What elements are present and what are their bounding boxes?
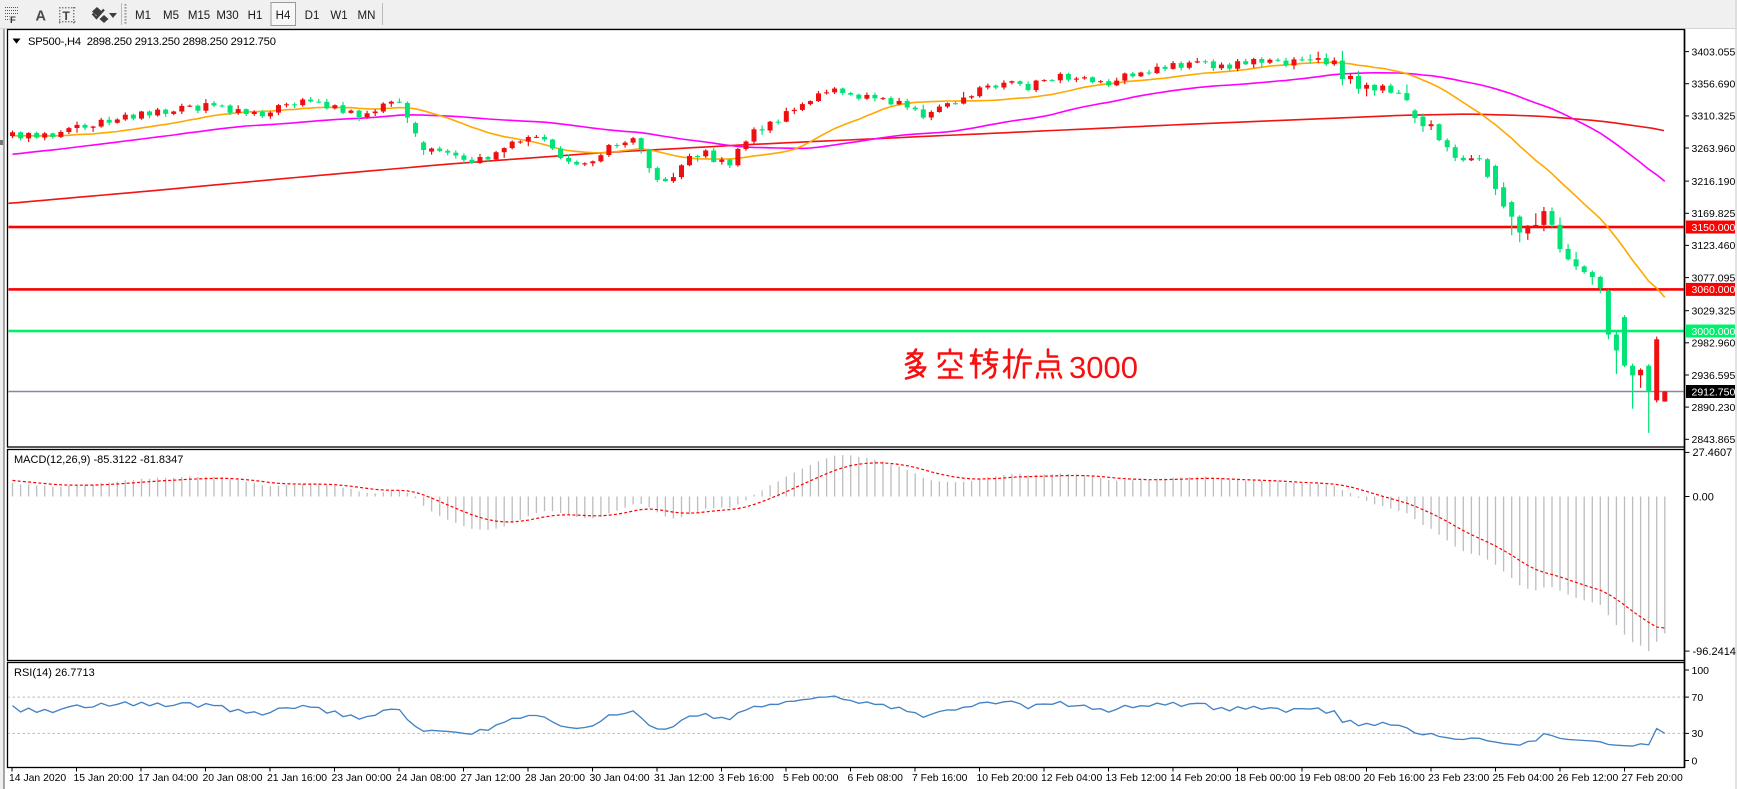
svg-text:18 Feb 00:00: 18 Feb 00:00 — [1235, 773, 1296, 784]
svg-text:24 Jan 08:00: 24 Jan 08:00 — [396, 773, 456, 784]
svg-text:3060.000: 3060.000 — [1692, 284, 1736, 296]
svg-text:19 Feb 08:00: 19 Feb 08:00 — [1299, 773, 1360, 784]
svg-text:7 Feb 16:00: 7 Feb 16:00 — [912, 773, 968, 784]
svg-text:14 Feb 20:00: 14 Feb 20:00 — [1170, 773, 1231, 784]
svg-text:13 Feb 12:00: 13 Feb 12:00 — [1106, 773, 1167, 784]
svg-text:0: 0 — [1692, 755, 1698, 767]
svg-text:17 Jan 04:00: 17 Jan 04:00 — [138, 773, 198, 784]
svg-text:3403.055: 3403.055 — [1692, 46, 1736, 58]
svg-text:3310.325: 3310.325 — [1692, 111, 1736, 123]
svg-text:5 Feb 00:00: 5 Feb 00:00 — [783, 773, 839, 784]
svg-text:3263.960: 3263.960 — [1692, 143, 1736, 155]
svg-text:3000: 3000 — [1069, 350, 1138, 385]
svg-text:30: 30 — [1692, 728, 1704, 740]
svg-text:12 Feb 04:00: 12 Feb 04:00 — [1041, 773, 1102, 784]
svg-text:23 Feb 23:00: 23 Feb 23:00 — [1428, 773, 1489, 784]
svg-text:21 Jan 16:00: 21 Jan 16:00 — [267, 773, 327, 784]
svg-text:2982.960: 2982.960 — [1692, 338, 1736, 350]
svg-text:20 Jan 08:00: 20 Jan 08:00 — [203, 773, 263, 784]
svg-text:30 Jan 04:00: 30 Jan 04:00 — [590, 773, 650, 784]
svg-text:2890.230: 2890.230 — [1692, 402, 1736, 414]
svg-text:3169.825: 3169.825 — [1692, 208, 1736, 220]
svg-text:3150.000: 3150.000 — [1692, 222, 1736, 234]
svg-text:RSI(14) 26.7713: RSI(14) 26.7713 — [14, 667, 95, 679]
svg-text:H4: H4 — [276, 10, 291, 22]
svg-text:3216.190: 3216.190 — [1692, 176, 1736, 188]
svg-text:0.00: 0.00 — [1693, 491, 1714, 503]
svg-text:28 Jan 20:00: 28 Jan 20:00 — [525, 773, 585, 784]
svg-text:70: 70 — [1692, 692, 1704, 704]
svg-text:3123.460: 3123.460 — [1692, 240, 1736, 252]
svg-text:25 Feb 04:00: 25 Feb 04:00 — [1493, 773, 1554, 784]
svg-text:6 Feb 08:00: 6 Feb 08:00 — [848, 773, 904, 784]
svg-text:20 Feb 16:00: 20 Feb 16:00 — [1364, 773, 1425, 784]
svg-text:10 Feb 20:00: 10 Feb 20:00 — [977, 773, 1038, 784]
svg-text:M1: M1 — [135, 10, 151, 22]
svg-text:14 Jan 2020: 14 Jan 2020 — [9, 773, 66, 784]
svg-text:3029.325: 3029.325 — [1692, 306, 1736, 318]
svg-text:F: F — [10, 15, 16, 26]
svg-text:2936.595: 2936.595 — [1692, 370, 1736, 382]
svg-text:3077.095: 3077.095 — [1692, 272, 1736, 284]
svg-text:-96.2414: -96.2414 — [1693, 646, 1736, 658]
svg-text:100: 100 — [1692, 665, 1710, 677]
svg-text:27 Jan 12:00: 27 Jan 12:00 — [461, 773, 521, 784]
svg-text:H1: H1 — [248, 10, 263, 22]
svg-text:23 Jan 00:00: 23 Jan 00:00 — [332, 773, 392, 784]
svg-text:A: A — [36, 9, 47, 25]
svg-text:T: T — [63, 9, 71, 23]
svg-text:27.4607: 27.4607 — [1693, 447, 1733, 459]
svg-text:M30: M30 — [216, 10, 238, 22]
svg-text:2912.750: 2912.750 — [1692, 386, 1736, 398]
svg-text:W1: W1 — [330, 10, 347, 22]
svg-text:D1: D1 — [305, 10, 320, 22]
svg-text:2843.865: 2843.865 — [1692, 434, 1736, 446]
svg-text:31 Jan 12:00: 31 Jan 12:00 — [654, 773, 714, 784]
svg-text:MN: MN — [358, 10, 376, 22]
svg-text:3 Feb 16:00: 3 Feb 16:00 — [719, 773, 775, 784]
svg-text:MACD(12,26,9) -85.3122 -81.834: MACD(12,26,9) -85.3122 -81.8347 — [14, 454, 183, 466]
svg-text:SP500-,H4 2898.250 2913.250 2: SP500-,H4 2898.250 2913.250 2898.250 291… — [28, 36, 276, 48]
svg-text:M5: M5 — [163, 10, 179, 22]
svg-text:26 Feb 12:00: 26 Feb 12:00 — [1557, 773, 1618, 784]
svg-text:3356.690: 3356.690 — [1692, 79, 1736, 91]
svg-text:3000.000: 3000.000 — [1692, 326, 1736, 338]
svg-text:15 Jan 20:00: 15 Jan 20:00 — [74, 773, 134, 784]
svg-text:27 Feb 20:00: 27 Feb 20:00 — [1622, 773, 1683, 784]
svg-text:M15: M15 — [188, 10, 210, 22]
